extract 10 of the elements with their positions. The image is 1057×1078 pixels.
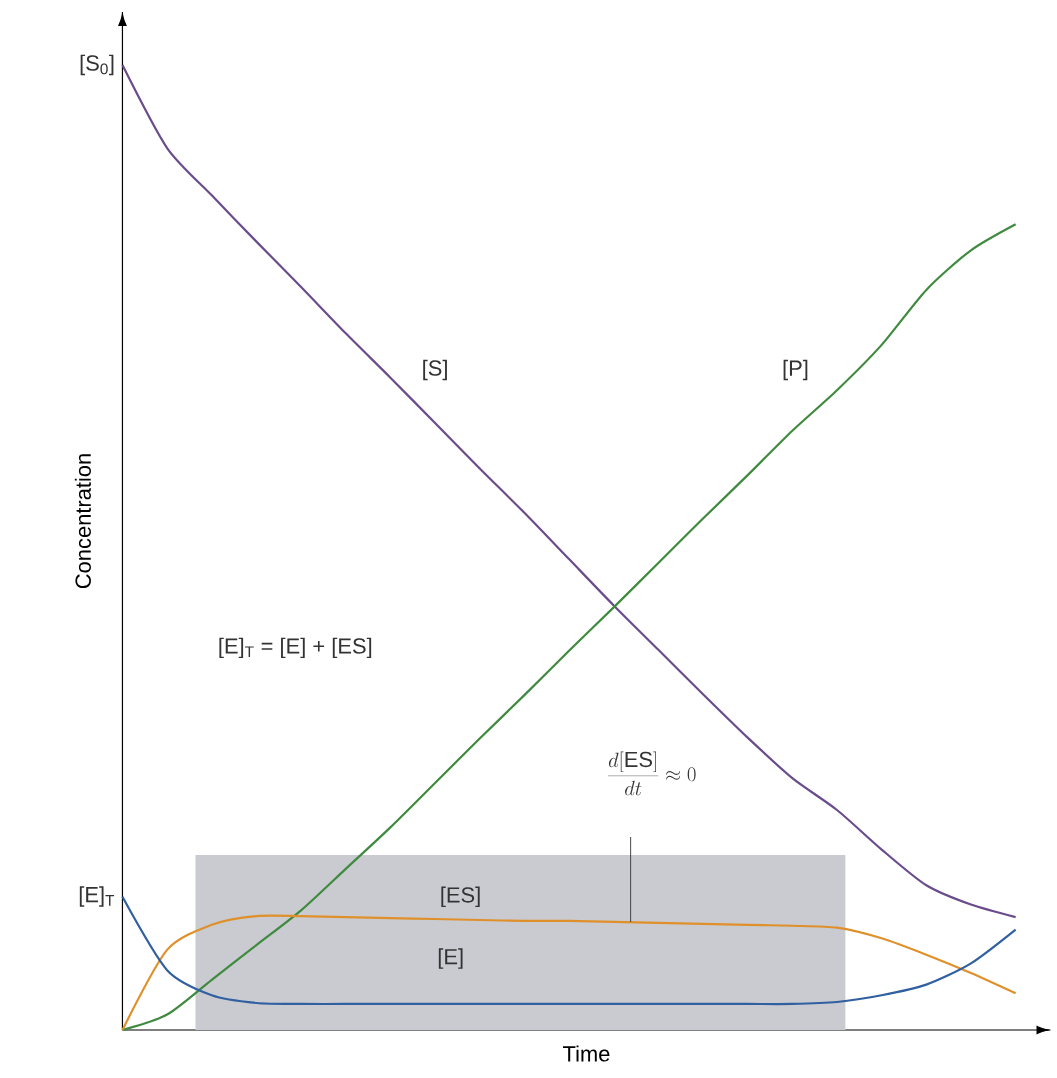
annotation: $\frac{d[\mathrm{ES}]}{dt} \approx 0$ [607,751,696,796]
series-label: [ES] [441,886,480,908]
annotation: [E]$_{T}$ = [E] + [ES] [219,637,371,659]
y-axis-title: Concentration [74,454,91,589]
text: [S$_{0}$] [80,54,114,76]
series-label: [P] [783,359,808,381]
x-axis-title: Time [562,1045,610,1062]
series-label: [E] [438,948,463,969]
series-label: [S] [423,359,447,381]
text: [E]$_{T}$ [79,886,114,907]
